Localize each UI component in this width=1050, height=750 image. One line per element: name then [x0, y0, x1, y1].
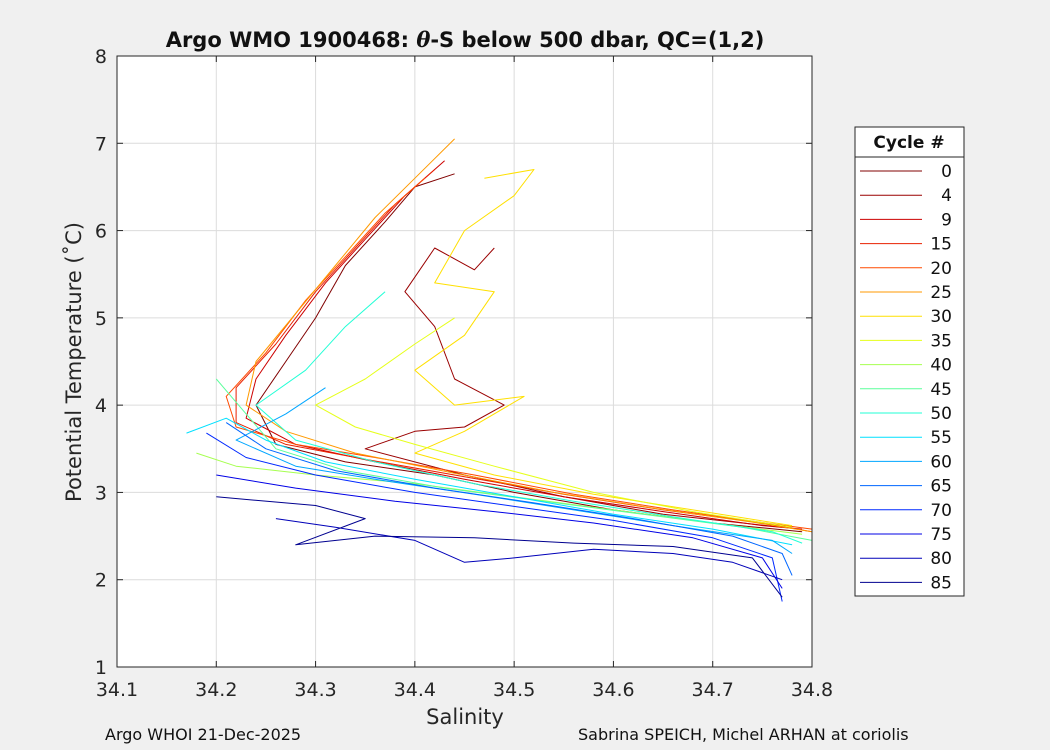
- legend-label-20: 20: [930, 259, 952, 279]
- legend-label-85: 85: [930, 573, 952, 593]
- footer-credit-right: Sabrina SPEICH, Michel ARHAN at coriolis: [578, 725, 909, 744]
- y-tick-label: 4: [95, 395, 107, 417]
- legend-label-60: 60: [930, 452, 952, 472]
- y-tick-label: 7: [95, 133, 107, 155]
- series-line-cycle-30: [414, 169, 793, 527]
- y-axis-label: Potential Temperature (˚C): [62, 222, 86, 502]
- legend-box: [854, 126, 965, 597]
- legend-label-70: 70: [930, 501, 952, 521]
- x-tick-label: 34.2: [195, 679, 237, 701]
- legend-label-4: 4: [941, 186, 952, 206]
- chart-title-theta: θ: [416, 27, 430, 52]
- y-tick-label: 1: [95, 657, 107, 679]
- x-tick-label: 34.5: [493, 679, 535, 701]
- chart-title-prefix: Argo WMO 1900468:: [166, 28, 417, 52]
- legend-label-75: 75: [930, 525, 952, 545]
- legend: Cycle # 0 4 9 15 20 25 30 35 40 45 50 55 60 65 70 75 80 8…: [854, 126, 965, 597]
- y-tick-label: 5: [95, 308, 107, 330]
- axes-box: [116, 55, 813, 668]
- series-line-cycle-25: [245, 138, 813, 533]
- legend-label-45: 45: [930, 380, 952, 400]
- ticks: 34.1 34.2 34.3 34.4 34.5 34.6 34.7 34.8 1 2 3 4 5 6 7 8: [95, 46, 833, 701]
- legend-label-50: 50: [930, 404, 952, 424]
- y-tick-label: 3: [95, 482, 107, 504]
- legend-label-0: 0: [941, 162, 952, 182]
- x-tick-label: 34.6: [592, 679, 634, 701]
- x-tick-label: 34.7: [692, 679, 734, 701]
- legend-title: Cycle #: [873, 133, 944, 153]
- series-line-cycle-65: [225, 422, 793, 576]
- series-layer: [186, 138, 813, 602]
- grid: [117, 56, 812, 667]
- chart-title-suffix: -S below 500 dbar, QC=(1,2): [430, 28, 764, 52]
- legend-label-35: 35: [930, 331, 952, 351]
- legend-label-65: 65: [930, 477, 952, 497]
- x-tick-label: 34.3: [294, 679, 336, 701]
- legend-label-40: 40: [930, 356, 952, 376]
- series-line-cycle-85: [216, 496, 783, 598]
- y-tick-label: 2: [95, 570, 107, 592]
- series-line-cycle-55: [186, 417, 793, 546]
- legend-label-25: 25: [930, 283, 952, 303]
- x-axis-label: Salinity: [426, 705, 504, 729]
- series-line-cycle-20: [225, 177, 813, 530]
- series-line-cycle-80: [275, 518, 783, 581]
- series-line-cycle-45: [215, 378, 813, 541]
- series-line-cycle-70: [206, 432, 783, 602]
- legend-label-30: 30: [930, 307, 952, 327]
- footer-credit-left: Argo WHOI 21-Dec-2025: [105, 725, 302, 744]
- series-line-cycle-75: [216, 474, 783, 589]
- series-line-cycle-9: [245, 160, 803, 530]
- chart-title: Argo WMO 1900468: θ-S below 500 dbar, QC…: [166, 27, 765, 52]
- plot-area: [117, 56, 812, 667]
- legend-label-55: 55: [930, 428, 952, 448]
- x-tick-label: 34.4: [394, 679, 436, 701]
- x-tick-label: 34.8: [791, 679, 833, 701]
- x-tick-label: 34.1: [96, 679, 138, 701]
- legend-label-9: 9: [941, 210, 952, 230]
- legend-label-15: 15: [930, 235, 952, 255]
- y-tick-label: 8: [95, 46, 107, 68]
- y-tick-label: 6: [95, 221, 107, 243]
- legend-entries: 0 4 9 15 20 25 30 35 40 45 50 55 60 65 70 75 80 85: [860, 162, 952, 593]
- series-line-cycle-50: [255, 291, 803, 544]
- legend-label-80: 80: [930, 549, 952, 569]
- series-line-cycle-35: [315, 317, 793, 528]
- series-line-cycle-4: [364, 247, 783, 528]
